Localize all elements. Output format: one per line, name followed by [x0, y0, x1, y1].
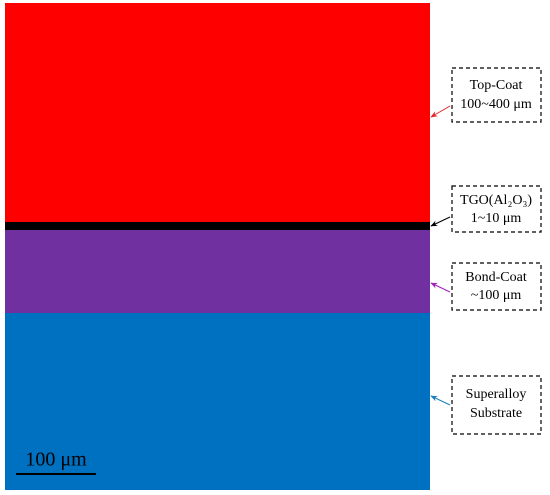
- arrow: [430, 105, 451, 118]
- label-box: [451, 375, 542, 435]
- scale-bar-label: 100 μm: [25, 449, 87, 471]
- label-text: Top-Coat: [470, 78, 523, 93]
- arrow: [430, 216, 451, 227]
- bond-coat-layer: [5, 230, 430, 313]
- label-text: Substrate: [470, 406, 522, 421]
- label-text: 1~10 μm: [471, 211, 522, 226]
- substrate-layer: [5, 313, 430, 490]
- top-coat-layer: [5, 3, 430, 222]
- label-text: Bond-Coat: [465, 270, 527, 285]
- label-text: TGO(Al₂O₃): [460, 193, 532, 208]
- tgo-layer: [5, 222, 430, 230]
- label-text: Superalloy: [466, 387, 527, 402]
- label-box: [451, 185, 542, 233]
- arrow: [430, 282, 451, 293]
- label-text: ~100 μm: [471, 288, 522, 303]
- arrow: [430, 395, 451, 406]
- label-text: 100~400 μm: [460, 97, 532, 112]
- label-box: [451, 262, 542, 311]
- label-box: [451, 67, 542, 123]
